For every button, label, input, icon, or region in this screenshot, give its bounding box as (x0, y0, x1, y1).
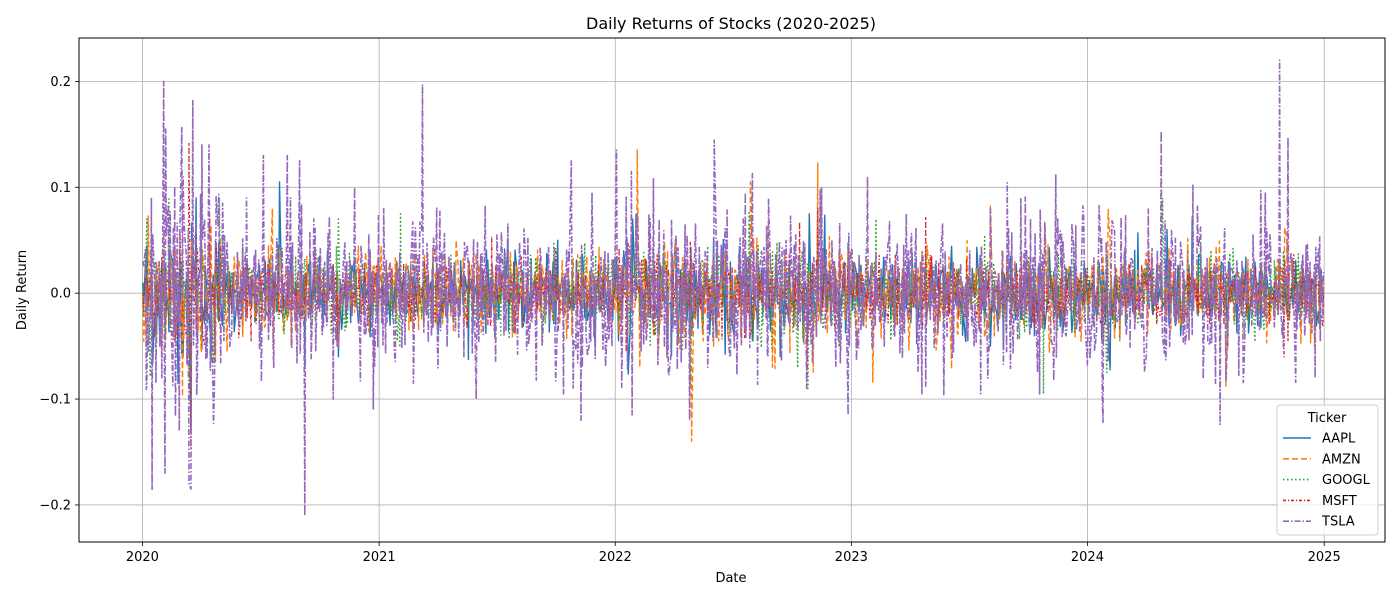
y-tick-label: 0.0 (50, 287, 71, 302)
legend-title: Ticker (1307, 411, 1347, 426)
legend-entries: AAPL AMZN GOOGL MSFT TSLA (1283, 432, 1371, 530)
legend: Ticker AAPL AMZN GOOGL MSFT TSLA (1276, 404, 1379, 536)
x-tick-label: 2020 (126, 550, 159, 565)
series-line-googl (142, 197, 1324, 421)
legend-label-amzn: AMZN (1322, 452, 1361, 467)
legend-label-tsla: TSLA (1321, 515, 1355, 530)
y-tick-label: −0.1 (39, 393, 71, 408)
plot-area (142, 59, 1325, 517)
y-axis-title: Daily Return (15, 250, 30, 330)
x-axis: 2020 2021 2022 2023 2024 2025 (126, 542, 1341, 565)
legend-label-msft: MSFT (1322, 494, 1357, 509)
chart-title: Daily Returns of Stocks (2020-2025) (586, 14, 876, 33)
x-axis-title: Date (715, 571, 746, 586)
plot-frame (78, 37, 1386, 543)
legend-label-googl: GOOGL (1322, 473, 1371, 488)
x-tick-label: 2024 (1071, 550, 1104, 565)
series-line-tsla (142, 59, 1325, 517)
x-tick-label: 2021 (363, 550, 396, 565)
x-tick-label: 2022 (599, 550, 632, 565)
x-tick-label: 2025 (1308, 550, 1341, 565)
x-tick-label: 2023 (835, 550, 868, 565)
y-tick-label: 0.1 (50, 181, 71, 196)
y-tick-label: 0.2 (50, 75, 71, 90)
legend-label-aapl: AAPL (1322, 432, 1356, 447)
series-layer (142, 59, 1325, 517)
y-axis: 0.2 0.1 0.0 −0.1 −0.2 (39, 75, 79, 513)
y-tick-label: −0.2 (39, 498, 71, 513)
